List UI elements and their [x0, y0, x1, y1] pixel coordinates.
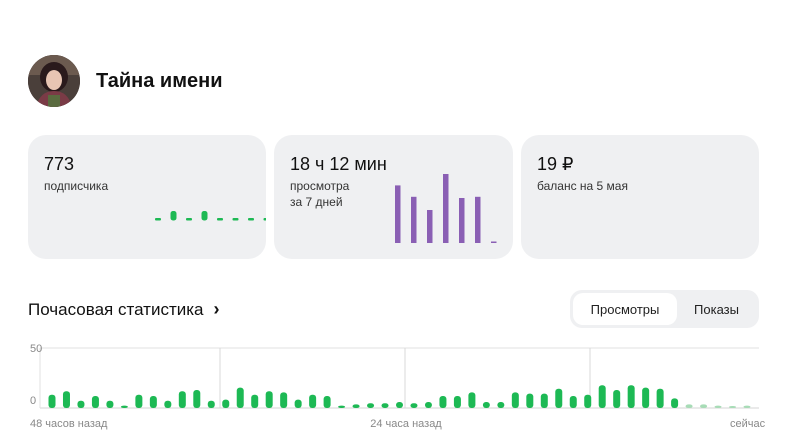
- hourly-bar: [584, 394, 592, 408]
- hourly-bar: [323, 396, 331, 408]
- hourly-bar: [149, 396, 157, 408]
- watch-time-bar: [491, 241, 497, 243]
- y-tick-label: 0: [30, 395, 36, 407]
- balance-card[interactable]: 19 ₽ баланс на 5 мая: [521, 135, 759, 259]
- hourly-bar: [48, 394, 56, 408]
- hourly-bar: [106, 400, 114, 408]
- subscribers-card[interactable]: 773 подписчика: [28, 135, 266, 259]
- watch-time-bar: [443, 174, 449, 243]
- avatar[interactable]: [28, 55, 80, 107]
- hourly-bar: [120, 405, 128, 408]
- hourly-bar: [207, 400, 215, 408]
- hourly-bar-chart: 50 0 48 часов назад 24 часа назад сейчас: [30, 343, 766, 430]
- metric-segmented-control: Просмотры Показы: [570, 290, 759, 328]
- watch-time-card[interactable]: 18 ч 12 мин просмотра за 7 дней: [274, 135, 513, 259]
- hourly-bar: [280, 392, 288, 408]
- hourly-bar: [381, 403, 389, 408]
- tab-views[interactable]: Просмотры: [573, 293, 677, 325]
- hourly-stats-link[interactable]: Почасовая статистика ›: [28, 299, 220, 320]
- hourly-bar: [540, 393, 548, 408]
- subscribers-bar: [232, 218, 239, 221]
- subscribers-bar: [201, 211, 208, 221]
- hourly-bar: [700, 404, 708, 408]
- hourly-bar: [222, 399, 230, 408]
- watch-time-bar: [395, 185, 401, 243]
- hourly-bar: [294, 399, 302, 408]
- hourly-bar: [526, 393, 534, 408]
- x-tick-label: 48 часов назад: [30, 418, 108, 430]
- hourly-bar: [77, 400, 85, 408]
- hourly-bar: [251, 394, 259, 408]
- watch-time-label-line: за 7 дней: [290, 195, 343, 209]
- channel-name[interactable]: Тайна имени: [96, 69, 223, 92]
- watch-time-label-line: просмотра: [290, 179, 350, 193]
- tab-impressions[interactable]: Показы: [694, 301, 739, 317]
- hourly-bar: [453, 396, 461, 408]
- watch-time-bar-chart: [395, 174, 497, 243]
- x-tick-label: 24 часа назад: [370, 418, 442, 430]
- hourly-stats-title: Почасовая статистика: [28, 299, 204, 319]
- watch-time-bar: [427, 210, 433, 243]
- hourly-bar: [193, 390, 201, 408]
- hourly-bar: [482, 402, 490, 408]
- subscribers-label: подписчика: [44, 178, 108, 194]
- x-tick-label: сейчас: [730, 418, 766, 430]
- hourly-bar: [424, 402, 432, 408]
- y-tick-label: 50: [30, 343, 42, 355]
- hourly-bar: [511, 392, 519, 408]
- watch-time-label: просмотра за 7 дней: [290, 178, 349, 210]
- hourly-bar: [236, 387, 244, 408]
- hourly-bar: [135, 394, 143, 408]
- watch-time-bar: [475, 196, 481, 243]
- hourly-bar: [598, 385, 606, 408]
- subscribers-bar: [186, 218, 192, 221]
- balance-label-line: баланс на 5 мая: [537, 179, 628, 193]
- hourly-bar: [396, 402, 403, 408]
- subscribers-bar: [248, 218, 254, 221]
- hourly-bar: [309, 394, 317, 408]
- hourly-bar: [613, 390, 621, 408]
- watch-time-bar: [411, 196, 417, 243]
- watch-time-bar: [459, 198, 465, 243]
- subscribers-count: 773: [44, 154, 75, 174]
- hourly-bar: [178, 391, 186, 408]
- hourly-bar: [265, 391, 273, 408]
- balance-label: баланс на 5 мая: [537, 178, 628, 194]
- balance-value: 19 ₽: [537, 154, 574, 174]
- hourly-bar: [62, 391, 70, 408]
- hourly-bar: [497, 402, 505, 408]
- hourly-bar: [671, 398, 679, 408]
- hourly-bar: [164, 400, 172, 408]
- chevron-right-icon: ›: [213, 299, 220, 319]
- hourly-bar: [627, 385, 635, 408]
- hourly-bar: [367, 403, 375, 408]
- hourly-bar: [729, 406, 737, 408]
- subscribers-bar: [155, 218, 161, 221]
- hourly-bar: [743, 405, 751, 408]
- hourly-bar: [642, 387, 650, 408]
- subscribers-bar: [170, 211, 177, 221]
- hourly-bar: [91, 396, 99, 408]
- hourly-bar: [468, 392, 476, 408]
- hourly-bar: [714, 405, 722, 408]
- subscribers-label-line: подписчика: [44, 179, 109, 193]
- watch-time-value: 18 ч 12 мин: [290, 154, 387, 174]
- hourly-bar: [352, 404, 360, 408]
- subscribers-bar: [217, 218, 223, 221]
- hourly-bar: [410, 403, 418, 408]
- subscribers-bar: [263, 218, 266, 221]
- hourly-bar: [685, 404, 693, 408]
- hourly-bar: [656, 388, 664, 408]
- hourly-bar: [569, 396, 577, 408]
- channel-header: Тайна имени: [28, 55, 222, 107]
- hourly-bar: [555, 388, 563, 408]
- subscribers-sparkline: [155, 211, 266, 221]
- hourly-bar: [439, 396, 447, 408]
- hourly-bar: [338, 405, 346, 408]
